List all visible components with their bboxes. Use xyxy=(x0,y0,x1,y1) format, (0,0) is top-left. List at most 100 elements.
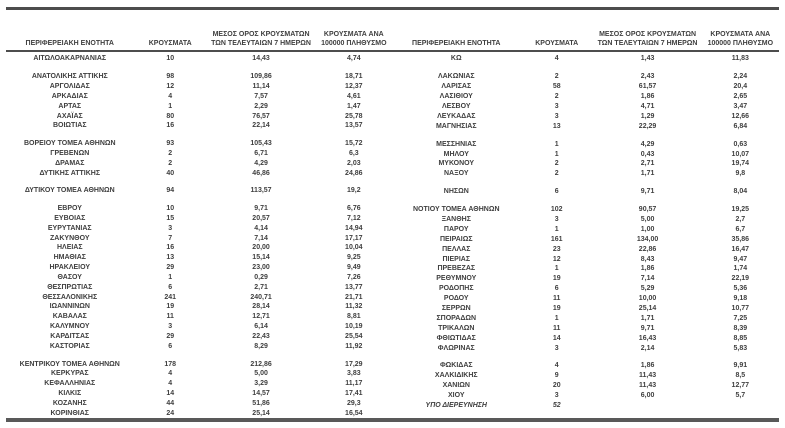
table-row: ΚΙΛΚΙΣ 14 14,57 17,41 xyxy=(6,389,393,399)
table-row: ΣΠΟΡΑΔΩΝ 1 1,71 7,25 xyxy=(393,313,780,323)
table-row: ΑΧΑΪΑΣ 80 76,57 25,78 xyxy=(6,111,393,121)
cell-regional-unit: ΔΥΤΙΚΟΥ ΤΟΜΕΑ ΑΘΗΝΩΝ xyxy=(24,187,115,195)
cell-cases-per-100000: 11,17 xyxy=(345,380,363,388)
table-row: ΑΡΤΑΣ 1 2,29 1,47 xyxy=(6,101,393,111)
cell-avg-7-days: 113,57 xyxy=(250,187,272,195)
cell-regional-unit: ΚΕΦΑΛΛΗΝΙΑΣ xyxy=(44,380,96,388)
cell-regional-unit: ΚΩ xyxy=(450,55,462,63)
cell-cases-per-100000: 1,74 xyxy=(733,265,748,273)
cell-avg-7-days: 90,57 xyxy=(638,206,657,214)
cell-regional-unit: ΛΕΥΚΑΔΑΣ xyxy=(437,112,476,120)
spacer-row xyxy=(393,64,780,72)
cell-cases-per-100000: 2,03 xyxy=(347,159,361,167)
table-row: ΞΑΝΘΗΣ 3 5,00 2,7 xyxy=(393,215,780,225)
cell-avg-7-days: 14,43 xyxy=(252,55,270,63)
cell-avg-7-days: 4,29 xyxy=(640,140,655,148)
cell-regional-unit: ΛΕΣΒΟΥ xyxy=(442,103,471,110)
cell-avg-7-days: 7,57 xyxy=(254,92,268,100)
table-row: ΠΕΙΡΑΙΩΣ 161 134,00 35,86 xyxy=(393,234,780,244)
cell-cases-per-100000: 6,7 xyxy=(735,225,746,233)
cell-regional-unit: ΧΑΛΚΙΔΙΚΗΣ xyxy=(434,372,478,380)
table-row: ΦΘΙΩΤΙΔΑΣ 14 16,43 8,85 xyxy=(393,333,780,343)
cell-cases: 10 xyxy=(166,55,175,63)
table-left-header: ΠΕΡΙΦΕΡΕΙΑΚΗ ΕΝΟΤΗΤΑ ΚΡΟΥΣΜΑΤΑ ΜΕΣΟΣ ΟΡΟ… xyxy=(6,12,393,48)
table-row: ΠΡΕΒΕΖΑΣ 1 1,86 1,74 xyxy=(393,264,780,274)
column-header-cases: ΚΡΟΥΣΜΑΤΑ xyxy=(535,39,579,47)
table-row: ΒΟΡΕΙΟΥ ΤΟΜΕΑ ΑΘΗΝΩΝ 93 105,43 15,72 xyxy=(6,139,393,149)
cell-regional-unit: ΚΕΝΤΡΙΚΟΥ ΤΟΜΕΑ ΑΘΗΝΩΝ xyxy=(19,360,120,368)
cell-cases: 4 xyxy=(554,55,559,63)
cell-cases: 1 xyxy=(554,140,559,148)
cell-cases: 14 xyxy=(552,334,561,342)
cell-regional-unit: ΔΡΑΜΑΣ xyxy=(55,159,85,167)
cell-cases-per-100000: 2,24 xyxy=(733,73,748,81)
cell-regional-unit: ΛΑΚΩΝΙΑΣ xyxy=(437,73,475,81)
cell-avg-7-days: 134,00 xyxy=(636,235,659,243)
cell-avg-7-days: 76,57 xyxy=(252,112,270,120)
cell-cases: 14 xyxy=(166,390,175,398)
table-row: ΣΕΡΡΩΝ 19 25,14 10,77 xyxy=(393,304,780,314)
cell-cases-per-100000: 6,84 xyxy=(733,122,748,130)
cell-regional-unit: ΡΟΔΟΥ xyxy=(443,295,469,303)
cell-regional-unit: ΦΩΚΙΔΑΣ xyxy=(439,362,473,370)
table-row: ΧΑΝΙΩΝ 20 11,43 12,77 xyxy=(393,381,780,391)
cell-cases-per-100000: 3,83 xyxy=(347,370,361,378)
cell-avg-7-days: 109,86 xyxy=(250,73,272,81)
table-row: ΑΡΓΟΛΙΔΑΣ 12 11,14 12,37 xyxy=(6,82,393,92)
cell-cases: 1 xyxy=(554,265,559,273)
table-row: ΠΙΕΡΙΑΣ 12 8,43 9,47 xyxy=(393,254,780,264)
cell-cases-per-100000: 8,39 xyxy=(733,324,748,332)
spacer-row xyxy=(393,353,780,361)
cell-cases: 80 xyxy=(166,112,175,120)
table-row: ΝΑΞΟΥ 2 1,71 9,8 xyxy=(393,169,780,179)
cell-cases-per-100000: 11,83 xyxy=(731,55,749,63)
cell-avg-7-days: 2,43 xyxy=(640,73,655,81)
table-row: ΧΙΟΥ 3 6,00 5,7 xyxy=(393,391,780,401)
cell-avg-7-days: 240,71 xyxy=(250,293,272,301)
cell-cases: 13 xyxy=(166,254,175,262)
table-row: ΚΑΛΥΜΝΟΥ 3 6,14 10,19 xyxy=(6,322,393,332)
cell-cases-per-100000: 35,86 xyxy=(731,235,750,243)
cell-cases: 2 xyxy=(168,149,173,157)
cell-regional-unit: ΡΕΘΥΜΝΟΥ xyxy=(436,275,477,283)
cell-regional-unit: ΥΠΟ ΔΙΕΡΕΥΝΗΣΗ xyxy=(425,402,487,410)
cell-avg-7-days: 2,14 xyxy=(640,344,655,352)
cell-cases: 2 xyxy=(554,160,559,168)
cell-avg-7-days: 15,14 xyxy=(252,254,270,262)
table-row: ΔΥΤΙΚΟΥ ΤΟΜΕΑ ΑΘΗΝΩΝ 94 113,57 19,2 xyxy=(6,186,393,196)
table-row: ΕΥΒΟΙΑΣ 15 20,57 7,12 xyxy=(6,214,393,224)
cell-avg-7-days: 0,43 xyxy=(640,150,655,158)
cell-cases-per-100000: 10,19 xyxy=(345,323,363,331)
cell-cases: 16 xyxy=(166,244,175,252)
cell-avg-7-days: 4,71 xyxy=(640,103,655,110)
cell-regional-unit: ΚΑΒΑΛΑΣ xyxy=(52,313,87,321)
cell-cases-per-100000: 19,74 xyxy=(731,160,750,168)
table-row: ΚΑΣΤΟΡΙΑΣ 6 8,29 11,92 xyxy=(6,341,393,351)
table-row: ΑΡΚΑΔΙΑΣ 4 7,57 4,61 xyxy=(6,91,393,101)
cell-cases: 3 xyxy=(554,112,559,120)
column-header-cases-per-100000: ΚΡΟΥΣΜΑΤΑ ΑΝΑ 100000 ΠΛΗΘΥΣΜΟ xyxy=(321,31,387,47)
cell-cases-per-100000: 29,3 xyxy=(347,399,361,407)
table-row: ΜΕΣΣΗΝΙΑΣ 1 4,29 0,63 xyxy=(393,139,780,149)
cell-avg-7-days: 22,14 xyxy=(252,122,270,130)
cell-avg-7-days: 22,29 xyxy=(638,122,657,130)
cell-cases: 19 xyxy=(552,275,561,283)
cell-regional-unit: ΛΑΡΙΣΑΣ xyxy=(441,83,472,91)
cell-regional-unit: ΖΑΚΥΝΘΟΥ xyxy=(50,234,90,242)
cell-avg-7-days: 6,71 xyxy=(254,149,268,157)
table-row: ΚΑΒΑΛΑΣ 11 12,71 8,81 xyxy=(6,312,393,322)
cell-regional-unit: ΚΙΛΚΙΣ xyxy=(58,390,82,398)
cell-cases: 3 xyxy=(554,216,559,224)
cell-cases-per-100000: 7,26 xyxy=(347,273,361,281)
cell-avg-7-days: 28,14 xyxy=(252,303,270,311)
cell-avg-7-days: 11,43 xyxy=(638,372,657,380)
cell-avg-7-days: 1,00 xyxy=(640,225,655,233)
cell-avg-7-days: 23,00 xyxy=(252,264,270,272)
spacer-row xyxy=(393,131,780,139)
cell-cases: 7 xyxy=(168,234,173,242)
cell-cases-per-100000: 8,81 xyxy=(347,313,361,321)
cell-avg-7-days: 1,43 xyxy=(640,55,655,63)
table-row: ΡΕΘΥΜΝΟΥ 19 7,14 22,19 xyxy=(393,274,780,284)
cell-cases-per-100000: 1,47 xyxy=(347,102,361,110)
cell-regional-unit: ΕΥΒΟΙΑΣ xyxy=(54,214,86,222)
